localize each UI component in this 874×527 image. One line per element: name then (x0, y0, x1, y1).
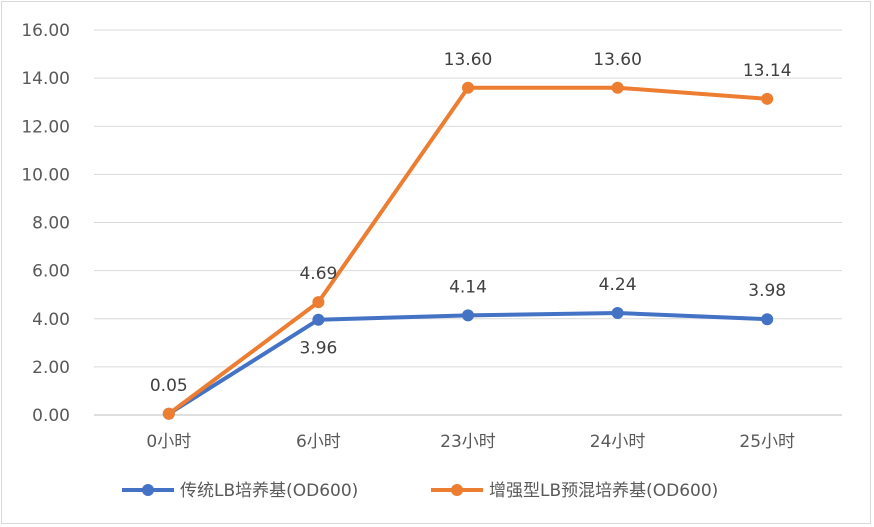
series-2-point (611, 81, 624, 94)
legend-label-1: 传统LB培养基(OD600) (180, 481, 358, 501)
series-2-point (162, 407, 175, 420)
legend-marker-2 (451, 484, 463, 496)
x-tick-label: 25小时 (739, 432, 795, 452)
series-line-1 (166, 310, 770, 416)
y-tick-label: 8.00 (32, 214, 70, 234)
series-1-point (611, 306, 624, 319)
y-axis: 0.00 2.00 4.00 6.00 8.00 10.00 12.00 14.00 16.00 (21, 21, 70, 426)
legend-label-2: 增强型LB预混培养基(OD600) (489, 481, 718, 501)
series-1-data-label: 0.05 (150, 376, 188, 396)
series-2-point (312, 296, 325, 309)
x-tick-label: 23小时 (440, 432, 496, 452)
series-1-data-label: 4.14 (449, 277, 487, 297)
series-2-data-label: 13.60 (593, 50, 642, 70)
y-tick-label: 2.00 (32, 358, 70, 378)
x-tick-label: 0小时 (146, 432, 191, 452)
series-1-point (312, 313, 325, 326)
series-2-point (462, 81, 474, 94)
y-tick-label: 16.00 (21, 21, 70, 41)
series-2-data-label: 13.60 (444, 50, 493, 70)
x-tick-label: 6小时 (296, 432, 341, 452)
series-line-2 (166, 85, 770, 416)
series-2-point (761, 92, 774, 105)
y-tick-label: 10.00 (21, 165, 70, 185)
series-1-point (462, 309, 474, 322)
series-2-data-label: 4.69 (299, 264, 337, 284)
series-lines (162, 81, 774, 420)
y-tick-label: 12.00 (21, 117, 70, 137)
y-tick-label: 0.00 (32, 406, 70, 426)
series-1-point (761, 313, 774, 326)
series-1-data-label: 3.98 (748, 281, 786, 301)
gridlines (94, 29, 842, 416)
legend: 传统LB培养基(OD600) 增强型LB预混培养基(OD600) (122, 481, 718, 501)
x-tick-label: 24小时 (590, 432, 646, 452)
y-tick-label: 14.00 (21, 69, 70, 89)
y-tick-label: 6.00 (32, 262, 70, 282)
series-1-data-label: 4.24 (599, 275, 637, 295)
y-tick-label: 4.00 (32, 310, 70, 330)
series-2-data-label: 13.14 (743, 61, 792, 81)
data-labels: 0.05 3.96 4.14 4.24 3.98 4.69 13.60 13.60 13.14 (150, 50, 792, 396)
legend-marker-1 (142, 484, 154, 496)
x-axis: 0小时 6小时 23小时 24小时 25小时 (146, 432, 795, 452)
series-1-data-label: 3.96 (299, 339, 337, 359)
